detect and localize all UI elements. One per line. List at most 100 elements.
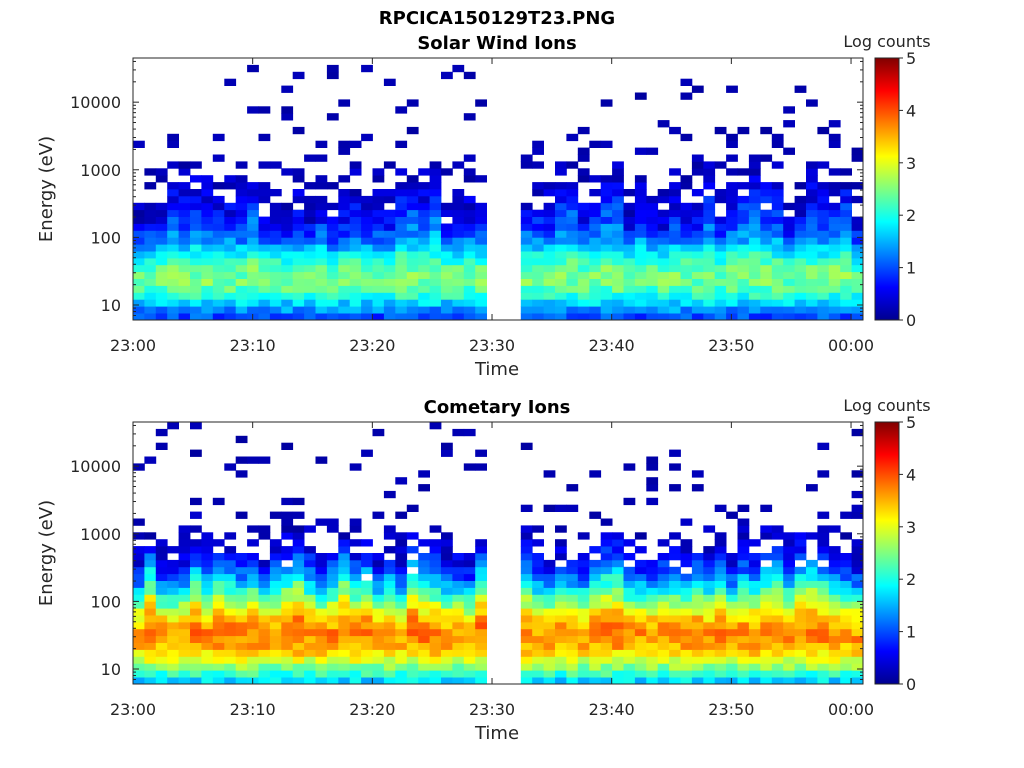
heatmap-cell xyxy=(646,621,659,630)
heatmap-cell xyxy=(555,168,567,176)
heatmap-cell xyxy=(281,113,294,121)
heatmap-cell xyxy=(304,628,316,637)
heatmap-cell xyxy=(395,271,408,279)
heatmap-cell xyxy=(634,573,647,581)
heatmap-cell xyxy=(304,209,316,217)
heatmap-cell xyxy=(794,539,807,547)
heatmap-cell xyxy=(212,642,225,650)
heatmap-cell xyxy=(190,670,202,678)
heatmap-cell xyxy=(304,292,316,300)
heatmap-cell xyxy=(555,223,567,231)
heatmap-cell xyxy=(406,670,419,678)
heatmap-cell xyxy=(657,615,670,623)
heatmap-cell xyxy=(520,251,533,259)
heatmap-cell xyxy=(600,216,613,224)
heatmap-cell xyxy=(851,566,864,575)
heatmap-cell xyxy=(760,670,773,678)
heatmap-cell xyxy=(315,175,328,183)
heatmap-cell xyxy=(155,306,168,314)
heatmap-cell xyxy=(783,559,795,568)
heatmap-cell xyxy=(714,195,727,204)
heatmap-cell xyxy=(406,615,419,623)
heatmap-cell xyxy=(532,553,544,561)
heatmap-cell xyxy=(361,615,373,623)
heatmap-cell xyxy=(383,615,396,623)
heatmap-cell xyxy=(463,230,476,238)
heatmap-cell xyxy=(612,532,624,540)
heatmap-cell xyxy=(326,264,339,273)
panel-title: Cometary Ions xyxy=(424,397,571,418)
heatmap-cell xyxy=(201,642,214,650)
heatmap-cell xyxy=(304,216,316,224)
heatmap-cell xyxy=(326,285,339,293)
heatmap-cell xyxy=(406,209,419,217)
heatmap-cell xyxy=(418,677,430,685)
heatmap-cell xyxy=(840,237,852,245)
heatmap-cell xyxy=(771,642,784,650)
heatmap-cell xyxy=(646,306,659,314)
heatmap-cell xyxy=(691,635,704,643)
heatmap-cell xyxy=(190,216,202,224)
heatmap-cell xyxy=(418,484,430,492)
heatmap-cell xyxy=(577,594,590,602)
heatmap-cell xyxy=(224,559,237,568)
heatmap-cell xyxy=(167,209,179,217)
heatmap-cell xyxy=(828,168,841,176)
heatmap-cell xyxy=(338,539,351,547)
heatmap-cell xyxy=(247,553,259,561)
heatmap-cell xyxy=(737,656,750,664)
heatmap-cell xyxy=(566,573,579,581)
heatmap-cell xyxy=(269,670,282,678)
heatmap-cell xyxy=(543,209,556,217)
heatmap-cell xyxy=(566,237,579,245)
heatmap-cell xyxy=(429,161,442,169)
heatmap-cell xyxy=(566,670,579,678)
heatmap-cell xyxy=(623,244,636,252)
heatmap-cell xyxy=(201,546,214,554)
heatmap-cell xyxy=(600,656,613,664)
heatmap-cell xyxy=(680,244,693,252)
heatmap-cell xyxy=(794,621,807,630)
heatmap-cell xyxy=(543,257,556,266)
heatmap-cell xyxy=(383,209,396,217)
heatmap-cell xyxy=(235,209,248,217)
heatmap-cell xyxy=(338,202,351,211)
heatmap-cell xyxy=(520,306,533,314)
heatmap-cell xyxy=(828,553,841,561)
heatmap-cell xyxy=(520,635,533,643)
heatmap-cell xyxy=(669,216,681,224)
heatmap-cell xyxy=(589,230,602,238)
heatmap-cell xyxy=(372,216,385,224)
heatmap-cell xyxy=(429,566,442,575)
heatmap-cell xyxy=(178,594,191,602)
heatmap-cell xyxy=(806,292,818,300)
heatmap-cell xyxy=(806,306,818,314)
heatmap-cell xyxy=(269,257,282,266)
heatmap-cell xyxy=(269,230,282,238)
heatmap-cell xyxy=(144,677,157,685)
heatmap-cell xyxy=(520,608,533,616)
heatmap-cell xyxy=(691,264,704,273)
x-tick-label: 23:50 xyxy=(708,336,754,355)
heatmap-cell xyxy=(680,656,693,664)
heatmap-cell xyxy=(828,580,841,588)
heatmap-cell xyxy=(737,504,750,512)
heatmap-cell xyxy=(304,202,316,211)
heatmap-cell xyxy=(441,553,453,561)
heatmap-cell xyxy=(691,642,704,650)
heatmap-cell xyxy=(167,292,179,300)
heatmap-cell xyxy=(760,663,773,671)
heatmap-cell xyxy=(258,292,271,300)
heatmap-cell xyxy=(281,106,294,114)
heatmap-cell xyxy=(155,594,168,602)
heatmap-cell xyxy=(589,251,602,259)
heatmap-cell xyxy=(315,456,328,464)
heatmap-cell xyxy=(383,237,396,245)
heatmap-cell xyxy=(600,244,613,252)
heatmap-cell xyxy=(269,539,282,547)
heatmap-cell xyxy=(634,313,647,321)
heatmap-cell xyxy=(133,663,145,671)
heatmap-cell xyxy=(190,449,202,457)
heatmap-cell xyxy=(281,608,294,616)
heatmap-cell xyxy=(646,649,659,657)
